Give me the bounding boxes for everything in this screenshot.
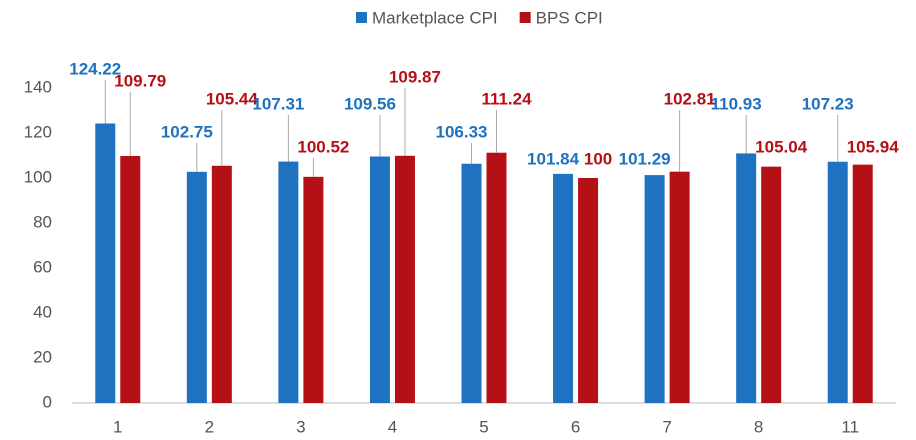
x-tick-label: 11 — [841, 417, 859, 436]
x-tick-label: 5 — [479, 417, 488, 436]
value-label: 101.84 — [527, 149, 580, 168]
value-label: 100.52 — [297, 137, 349, 156]
bar — [852, 164, 873, 403]
value-label: 105.44 — [206, 89, 259, 108]
x-tick-label: 7 — [662, 417, 671, 436]
bar — [827, 161, 848, 403]
y-tick-label: 40 — [33, 302, 52, 321]
value-label: 101.29 — [619, 149, 671, 168]
bar — [186, 171, 207, 403]
value-label: 105.94 — [847, 137, 900, 156]
bar — [461, 163, 482, 403]
value-label: 109.87 — [389, 67, 441, 86]
bar — [211, 165, 232, 403]
y-tick-label: 20 — [33, 347, 52, 366]
legend-label: BPS CPI — [536, 8, 603, 27]
x-tick-label: 3 — [296, 417, 305, 436]
bar — [369, 156, 390, 403]
y-tick-label: 0 — [43, 392, 52, 411]
bar — [95, 123, 116, 403]
bar — [736, 153, 757, 403]
bar — [669, 171, 690, 403]
bar — [761, 166, 782, 403]
bar — [644, 175, 665, 403]
x-tick-label: 4 — [388, 417, 397, 436]
legend-swatch — [356, 12, 367, 23]
bar — [553, 173, 574, 403]
y-tick-label: 80 — [33, 212, 52, 231]
bar — [303, 176, 324, 403]
x-tick-label: 1 — [113, 417, 122, 436]
value-label: 109.79 — [114, 71, 166, 90]
value-label: 106.33 — [436, 122, 488, 141]
value-label: 107.31 — [252, 94, 304, 113]
y-tick-label: 60 — [33, 257, 52, 276]
value-label: 107.23 — [802, 94, 854, 113]
bar — [278, 161, 299, 403]
value-label: 110.93 — [711, 94, 762, 113]
x-tick-label: 2 — [205, 417, 214, 436]
value-label: 100 — [584, 149, 612, 168]
y-tick-label: 140 — [24, 77, 52, 96]
y-tick-label: 100 — [24, 167, 52, 186]
bar — [486, 152, 507, 403]
x-tick-label: 8 — [754, 417, 763, 436]
value-label: 102.75 — [161, 122, 213, 141]
value-label: 105.04 — [755, 137, 808, 156]
bar — [578, 178, 599, 403]
bar — [394, 155, 415, 403]
value-label: 102.81 — [664, 89, 716, 108]
y-tick-label: 120 — [24, 122, 52, 141]
value-label: 124.22 — [69, 59, 121, 78]
legend-swatch — [519, 12, 531, 23]
bar — [120, 155, 141, 403]
legend-label: Marketplace CPI — [372, 8, 498, 27]
value-label: 111.24 — [481, 89, 532, 108]
value-label: 109.56 — [344, 94, 396, 113]
x-tick-label: 6 — [571, 417, 580, 436]
